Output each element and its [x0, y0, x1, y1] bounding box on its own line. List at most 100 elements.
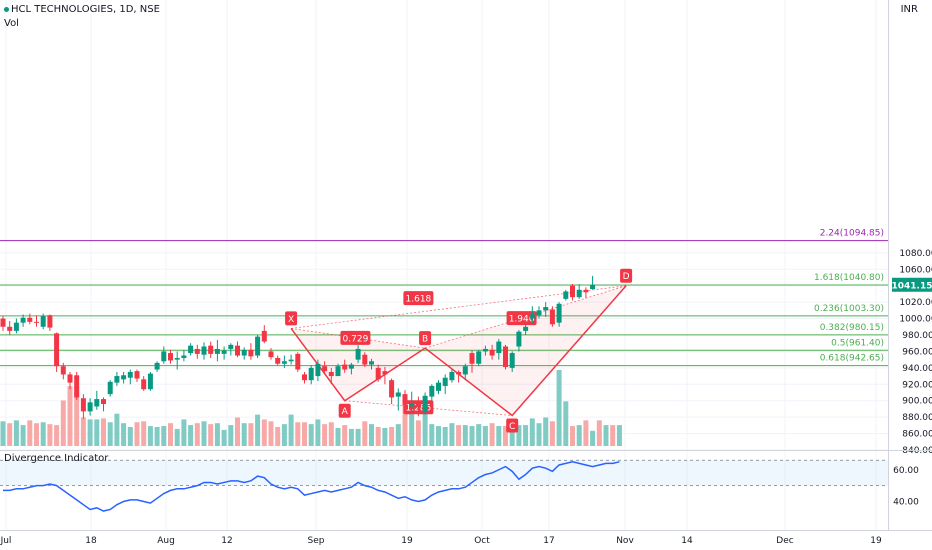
volume-bar [610, 425, 616, 446]
candle-body [476, 351, 482, 364]
volume-bar [476, 424, 482, 446]
candle-body [181, 355, 187, 358]
candle-body [201, 346, 207, 355]
y-tick-label: 1020.00 [899, 298, 932, 308]
candle-body [563, 291, 569, 299]
candle-body [389, 380, 395, 398]
volume-bar [228, 425, 234, 446]
volume-bar [395, 424, 401, 446]
volume-bar [295, 422, 301, 446]
candle-body [295, 353, 301, 370]
volume-bar [235, 417, 240, 446]
volume-bar [13, 420, 19, 446]
candle-body [47, 315, 53, 328]
pattern-ratio-label: 0.729 [343, 334, 369, 344]
volume-bar [449, 423, 455, 446]
volume-bar [194, 423, 200, 446]
x-tick-label: 19 [401, 536, 413, 546]
candle-body [34, 321, 39, 323]
volume-bar [529, 418, 535, 446]
currency-label: INR [900, 4, 918, 15]
volume-bar [355, 428, 361, 446]
candle-body [288, 359, 294, 362]
candle-body [194, 348, 200, 354]
candle-body [409, 403, 415, 407]
volume-bar [248, 423, 254, 446]
pattern-ratio-badge [403, 291, 434, 306]
chart-title: HCL TECHNOLOGIES, 1D, NSE [4, 4, 160, 15]
volume-bar [543, 417, 549, 446]
candle-body [302, 374, 307, 381]
candle-body [529, 314, 535, 319]
volume-bar [87, 419, 93, 446]
volume-bar [47, 424, 53, 446]
volume-bar [536, 423, 542, 446]
volume-bar [389, 427, 395, 446]
candle-body [27, 317, 33, 322]
candle-body [328, 371, 334, 377]
volume-bar [134, 422, 140, 446]
last-price-label: 1041.15 [892, 281, 932, 291]
candle-body [127, 371, 133, 378]
volume-bar [161, 426, 167, 446]
volume-bar [54, 425, 60, 446]
candle-body [101, 399, 106, 404]
volume-bar [616, 425, 622, 446]
volume-bar [261, 419, 267, 446]
x-tick-label: Nov [616, 536, 634, 546]
candle-body [322, 366, 328, 372]
candle-body [489, 349, 495, 356]
symbol-label: HCL TECHNOLOGIES, 1D, NSE [11, 4, 160, 15]
y-tick-label: 1060.00 [899, 265, 932, 275]
fib-level-label: 0.5(961.40) [831, 338, 884, 348]
volume-bar [402, 401, 408, 446]
candle-body [536, 310, 542, 316]
volume-bar [255, 414, 261, 446]
volume-bar [241, 423, 247, 446]
candle-body [308, 367, 314, 381]
candle-body [549, 309, 555, 325]
volume-bar [67, 386, 73, 446]
volume-bar [415, 420, 421, 446]
candle-body [60, 366, 66, 375]
pattern-point-label: A [342, 407, 349, 417]
candle-body [241, 349, 247, 356]
volume-bar [302, 422, 307, 446]
pattern-point-badge [506, 418, 519, 433]
y-tick-label: 940.00 [902, 364, 932, 374]
y-tick-label: 900.00 [902, 397, 932, 407]
candle-body [543, 307, 549, 311]
volume-bar [121, 423, 127, 446]
volume-bar [268, 421, 274, 446]
candle-body [429, 385, 435, 397]
candle-body [80, 398, 86, 412]
candle-body [188, 345, 194, 354]
volume-bar [603, 425, 609, 446]
pattern-point-label: C [509, 422, 515, 432]
volume-bar [315, 419, 321, 446]
volume-bar [288, 414, 294, 446]
volume-bar [154, 427, 160, 446]
candle-body [503, 346, 508, 368]
volume-bar [34, 423, 39, 446]
volume-bar [375, 427, 381, 446]
pattern-fill-bcd [425, 285, 627, 416]
volume-bar [596, 420, 602, 446]
volume-bar [362, 421, 368, 446]
x-tick-label: 17 [543, 536, 554, 546]
candle-body [281, 361, 287, 364]
volume-bar [369, 424, 374, 446]
pattern-point-badge [338, 403, 351, 418]
indicator-tick-label: 60.00 [893, 466, 919, 476]
candle-body [576, 289, 582, 298]
candle-body [342, 364, 348, 370]
candle-body [275, 357, 281, 364]
y-tick-label: 880.00 [902, 413, 932, 423]
fib-level-label: 2.24(1094.85) [820, 229, 884, 239]
pattern-point-badge [419, 331, 432, 346]
candle-body [375, 367, 381, 380]
candle-body [121, 375, 127, 380]
candle-body [556, 303, 562, 323]
volume-bar [328, 422, 334, 446]
